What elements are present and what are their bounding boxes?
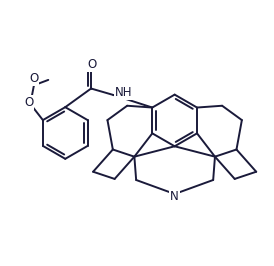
Text: O: O: [24, 96, 33, 109]
Text: NH: NH: [115, 86, 132, 99]
Text: O: O: [29, 72, 39, 85]
Text: O: O: [87, 58, 96, 71]
Text: N: N: [170, 190, 179, 203]
